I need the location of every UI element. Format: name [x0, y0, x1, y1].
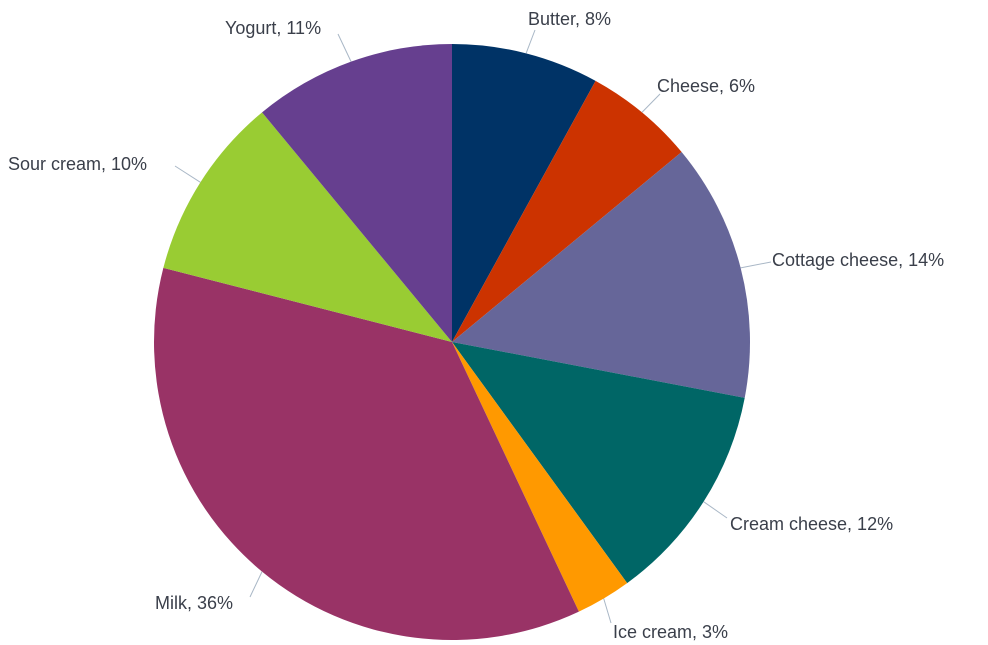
slice-cheese: [452, 80, 682, 343]
slice-label-milk: Milk, 36%: [155, 593, 233, 613]
pie-slices: [153, 44, 750, 640]
slice-labels: Butter, 8% Cheese, 6% Cottage cheese, 14% C…: [8, 9, 944, 642]
slice-label-cottage-cheese: Cottage cheese, 14%: [772, 250, 944, 270]
slice-butter: [452, 44, 596, 342]
leader-line-cottage-cheese: [740, 261, 772, 269]
slice-cream-cheese: [452, 342, 745, 584]
leader-line-ice-cream: [603, 598, 612, 624]
slice-milk: [153, 267, 579, 640]
slice-ice-cream: [452, 342, 628, 612]
slice-sour-cream: [163, 112, 452, 342]
slice-label-yogurt: Yogurt, 11%: [225, 18, 321, 38]
slice-label-cheese: Cheese, 6%: [657, 76, 755, 96]
slice-cottage-cheese: [452, 152, 750, 398]
leader-lines: [174, 29, 772, 624]
leader-line-yogurt: [337, 33, 352, 62]
slice-label-butter: Butter, 8%: [528, 9, 611, 29]
slice-label-ice-cream: Ice cream, 3%: [613, 622, 728, 642]
leader-line-cheese: [641, 93, 661, 113]
slice-yogurt: [262, 44, 452, 342]
leader-line-butter: [525, 29, 536, 54]
leader-line-cream-cheese: [703, 501, 728, 519]
slice-label-sour-cream: Sour cream, 10%: [8, 154, 147, 174]
leader-line-milk: [249, 571, 263, 598]
slice-label-cream-cheese: Cream cheese, 12%: [730, 514, 893, 534]
leader-line-sour-cream: [174, 165, 201, 183]
